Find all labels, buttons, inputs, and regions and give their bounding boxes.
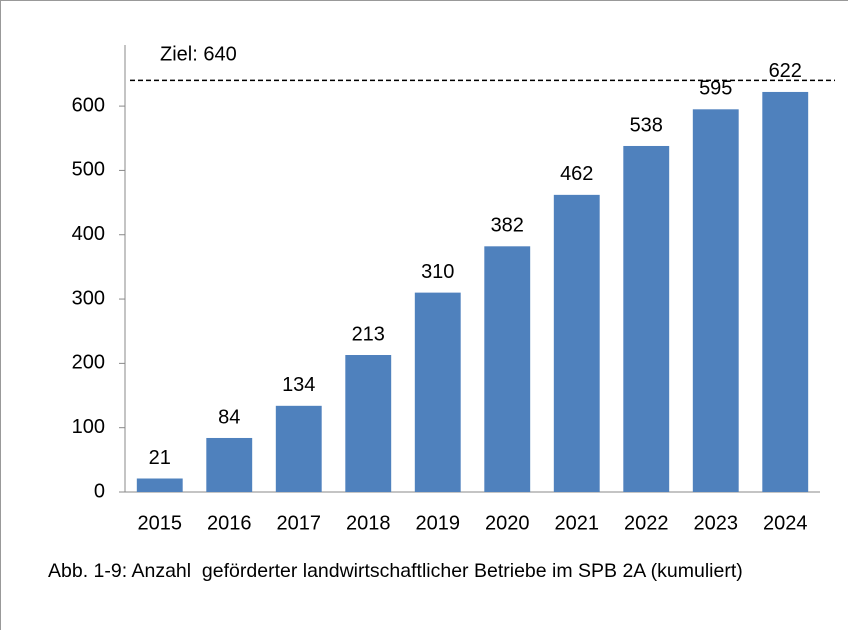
data-label: 382 (491, 215, 524, 237)
y-tick-label: 100 (72, 416, 105, 438)
x-tick-label: 2019 (416, 512, 461, 534)
bar (136, 478, 183, 492)
bar (275, 405, 322, 492)
data-label: 213 (352, 323, 385, 345)
data-label: 538 (630, 114, 663, 136)
bar (206, 437, 253, 492)
data-label: 595 (699, 78, 732, 100)
x-tick-label: 2018 (346, 512, 391, 534)
y-tick-label: 500 (72, 159, 105, 181)
y-tick-label: 400 (72, 223, 105, 245)
x-tick-label: 2016 (207, 512, 252, 534)
data-label: 134 (282, 374, 315, 396)
x-tick-label: 2023 (694, 512, 739, 534)
data-label: 21 (149, 447, 171, 469)
bar (623, 145, 670, 492)
data-label: 622 (769, 60, 802, 82)
x-tick-label: 2017 (277, 512, 322, 534)
bar (414, 292, 461, 492)
data-label: 84 (218, 406, 240, 428)
caption: Abb. 1-9: Anzahl geförderter landwirtsch… (48, 560, 743, 582)
y-tick-label: 200 (72, 352, 105, 374)
y-tick-label: 0 (94, 480, 105, 502)
x-tick-label: 2021 (555, 512, 600, 534)
x-tick-label: 2015 (138, 512, 183, 534)
bar (345, 355, 392, 492)
x-tick-label: 2022 (624, 512, 669, 534)
y-tick-label: 600 (72, 94, 105, 116)
x-tick-label: 2024 (763, 512, 808, 534)
bar (553, 194, 600, 493)
data-label: 462 (560, 163, 593, 185)
bar (692, 109, 739, 493)
x-tick-label: 2020 (485, 512, 530, 534)
target-label: Ziel: 640 (160, 44, 237, 66)
bar (484, 246, 531, 492)
y-tick-label: 300 (72, 287, 105, 309)
data-label: 310 (421, 261, 454, 283)
bar (762, 91, 809, 492)
